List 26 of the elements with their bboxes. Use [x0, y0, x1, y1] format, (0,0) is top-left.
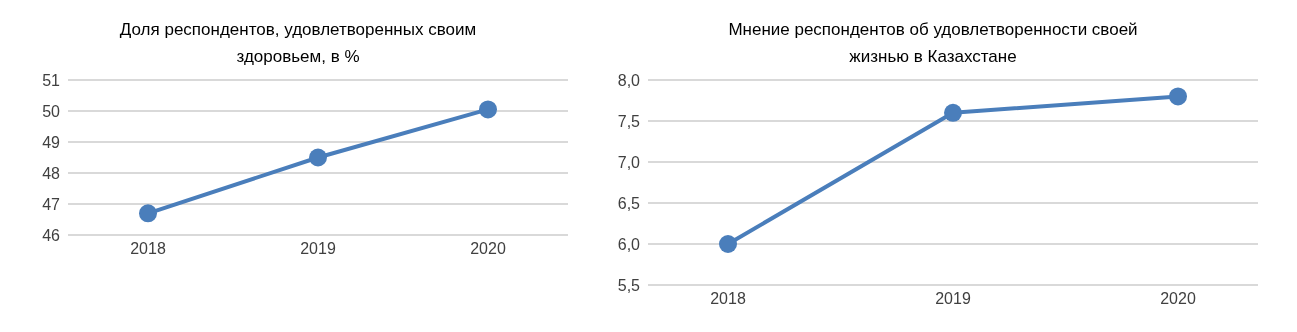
x-tick-label: 2019: [300, 240, 336, 258]
y-tick-label: 6,5: [617, 194, 641, 212]
y-tick-label: 7,5: [617, 112, 641, 130]
y-tick-label: 51: [42, 71, 61, 89]
y-tick-label: 5,5: [617, 276, 641, 294]
y-tick-label: 50: [42, 102, 61, 120]
y-tick-label: 7,0: [617, 153, 641, 171]
x-tick-label: 2020: [470, 240, 506, 258]
point: [479, 100, 497, 119]
point: [719, 235, 737, 253]
y-tick-label: 6,0: [617, 235, 641, 253]
y-tick-label: 8,0: [617, 71, 641, 89]
chart-title: Мнение респондентов об удовлетворенности своей жизнью в Казахстане: [727, 19, 1139, 68]
x-tick-label: 2018: [710, 290, 746, 308]
point: [309, 148, 327, 167]
x-tick-label: 2018: [130, 240, 166, 258]
chart-title: Доля респондентов, удовлетворенных своим здоровьем, в %: [118, 19, 478, 68]
y-tick-label: 49: [42, 133, 61, 151]
x-tick-label: 2019: [935, 290, 971, 308]
x-tick-label: 2020: [1160, 290, 1196, 308]
point: [1169, 87, 1187, 106]
y-tick-label: 47: [42, 195, 61, 213]
point: [944, 103, 962, 122]
y-tick-label: 48: [42, 164, 61, 182]
point: [139, 204, 157, 223]
y-tick-label: 46: [42, 226, 61, 244]
